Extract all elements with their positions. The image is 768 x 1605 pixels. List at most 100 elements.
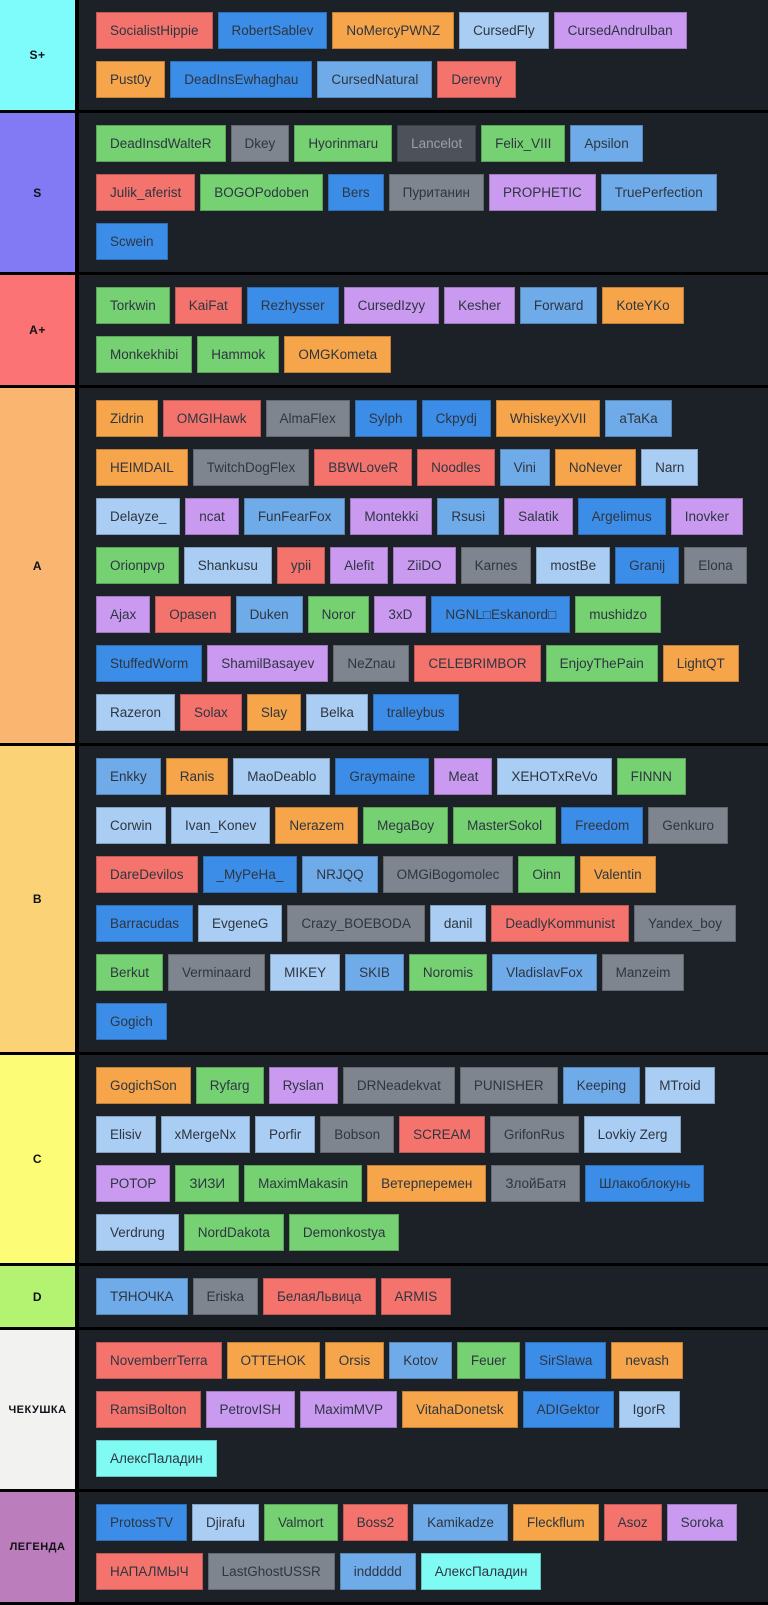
player-tag[interactable]: ADIGektor (522, 1391, 614, 1428)
player-tag[interactable]: DeadInsdWalteR (96, 125, 226, 162)
player-tag[interactable]: OMGiBogomolec (382, 856, 514, 893)
player-tag[interactable]: ypii (276, 547, 326, 584)
player-tag[interactable]: OTTEHOK (226, 1342, 320, 1379)
player-tag[interactable]: NGNL□Eskanord□ (431, 596, 571, 633)
player-tag[interactable]: Felix_VIII (481, 125, 566, 162)
player-tag[interactable]: NoMercyPWNZ (332, 12, 455, 49)
player-tag[interactable]: Verminaard (168, 954, 266, 991)
player-tag[interactable]: Argelimus (577, 498, 666, 535)
player-tag[interactable]: Sylph (354, 400, 417, 437)
player-tag[interactable]: Boss2 (342, 1504, 409, 1541)
player-tag[interactable]: ЗИЗИ (175, 1165, 240, 1202)
player-tag[interactable]: Razeron (96, 694, 176, 731)
player-tag[interactable]: ShamilBasayev (207, 645, 329, 682)
player-tag[interactable]: Kamikadze (413, 1504, 508, 1541)
player-tag[interactable]: ТЯНОЧКА (96, 1278, 188, 1315)
player-tag[interactable]: АлексПаладин (96, 1440, 217, 1477)
player-tag[interactable]: PetrovISH (205, 1391, 296, 1428)
player-tag[interactable]: Noromis (408, 954, 488, 991)
player-tag[interactable]: Kesher (444, 287, 515, 324)
player-tag[interactable]: tralleybus (372, 694, 459, 731)
player-tag[interactable]: Lovkiy Zerg (583, 1116, 682, 1153)
player-tag[interactable]: HEIMDAIL (96, 449, 188, 486)
player-tag[interactable]: Duken (235, 596, 303, 633)
player-tag[interactable]: Meat (434, 758, 493, 795)
player-tag[interactable]: Torkwin (96, 287, 170, 324)
player-tag[interactable]: Ranis (165, 758, 229, 795)
player-tag[interactable]: GrifonRus (489, 1116, 579, 1153)
player-tag[interactable]: Berkut (96, 954, 164, 991)
player-tag[interactable]: БелаяЛьвица (263, 1278, 376, 1315)
player-tag[interactable]: IgorR (618, 1391, 680, 1428)
player-tag[interactable]: Ryslan (268, 1067, 338, 1104)
player-tag[interactable]: Julik_aferist (96, 174, 196, 211)
player-tag[interactable]: Shankusu (183, 547, 272, 584)
player-tag[interactable]: Demonkostya (288, 1214, 400, 1251)
player-tag[interactable]: MaoDeablo (233, 758, 331, 795)
player-tag[interactable]: DeadInsEwhaghau (170, 61, 313, 98)
player-tag[interactable]: CursedAndrulban (553, 12, 687, 49)
player-tag[interactable]: Noror (307, 596, 370, 633)
player-tag[interactable]: Enkky (96, 758, 161, 795)
player-tag[interactable]: VladislavFox (492, 954, 597, 991)
player-tag[interactable]: Corwin (96, 807, 167, 844)
player-tag[interactable]: StuffedWorm (96, 645, 203, 682)
player-tag[interactable]: Crazy_BOEBODA (287, 905, 425, 942)
player-tag[interactable]: Ivan_Konev (171, 807, 271, 844)
player-tag[interactable]: XEHOTxReVo (497, 758, 612, 795)
player-tag[interactable]: ARMIS (380, 1278, 452, 1315)
player-tag[interactable]: KaiFat (174, 287, 242, 324)
player-tag[interactable]: НАПАЛМЫЧ (96, 1553, 203, 1590)
player-tag[interactable]: MasterSokol (453, 807, 557, 844)
player-tag[interactable]: Salatik (504, 498, 573, 535)
player-tag[interactable]: Fleckflum (512, 1504, 599, 1541)
player-tag[interactable]: Zidrin (96, 400, 158, 437)
player-tag[interactable]: Scwein (96, 223, 168, 260)
player-tag[interactable]: PROPHETIC (488, 174, 596, 211)
player-tag[interactable]: Forward (519, 287, 598, 324)
player-tag[interactable]: FINNN (616, 758, 686, 795)
player-tag[interactable]: Oinn (518, 856, 575, 893)
player-tag[interactable]: OMGKometa (284, 336, 392, 373)
player-tag[interactable]: SirSlawa (525, 1342, 607, 1379)
player-tag[interactable]: Elisiv (96, 1116, 156, 1153)
player-tag[interactable]: Yandex_boy (633, 905, 737, 942)
player-tag[interactable]: FunFearFox (243, 498, 346, 535)
player-tag[interactable]: NovemberrTerra (96, 1342, 222, 1379)
player-tag[interactable]: LightQT (662, 645, 739, 682)
player-tag[interactable]: Solax (180, 694, 242, 731)
player-tag[interactable]: Orionpvp (96, 547, 179, 584)
player-tag[interactable]: Inovker (670, 498, 743, 535)
player-tag[interactable]: MTroid (645, 1067, 715, 1104)
player-tag[interactable]: Soroka (666, 1504, 738, 1541)
player-tag[interactable]: Montekki (350, 498, 433, 535)
player-tag[interactable]: nevash (611, 1342, 683, 1379)
player-tag[interactable]: Barracudas (96, 905, 194, 942)
player-tag[interactable]: Graymaine (335, 758, 430, 795)
player-tag[interactable]: MaximMVP (300, 1391, 398, 1428)
player-tag[interactable]: Eriska (192, 1278, 259, 1315)
player-tag[interactable]: Pust0y (96, 61, 166, 98)
player-tag[interactable]: Valmort (264, 1504, 338, 1541)
player-tag[interactable]: mushidzo (575, 596, 662, 633)
player-tag[interactable]: PUNISHER (459, 1067, 558, 1104)
player-tag[interactable]: Verdrung (96, 1214, 179, 1251)
player-tag[interactable]: _MyPeHa_ (202, 856, 298, 893)
player-tag[interactable]: Granij (615, 547, 680, 584)
player-tag[interactable]: CursedNatural (317, 61, 433, 98)
player-tag[interactable]: Djirafu (192, 1504, 260, 1541)
player-tag[interactable]: Ajax (96, 596, 151, 633)
player-tag[interactable]: Porfir (255, 1116, 316, 1153)
player-tag[interactable]: ZiiDO (393, 547, 456, 584)
player-tag[interactable]: Шлакоблокунь (585, 1165, 705, 1202)
player-tag[interactable]: OMGIHawk (162, 400, 261, 437)
player-tag[interactable]: CursedFly (459, 12, 549, 49)
player-tag[interactable]: Orsis (324, 1342, 385, 1379)
player-tag[interactable]: Genkuro (648, 807, 728, 844)
player-tag[interactable]: Rezhysser (246, 287, 339, 324)
player-tag[interactable]: NRJQQ (302, 856, 378, 893)
player-tag[interactable]: Rsusi (437, 498, 500, 535)
player-tag[interactable]: Lancelot (397, 125, 477, 162)
player-tag[interactable]: ЗлойБатя (491, 1165, 581, 1202)
player-tag[interactable]: danil (429, 905, 487, 942)
